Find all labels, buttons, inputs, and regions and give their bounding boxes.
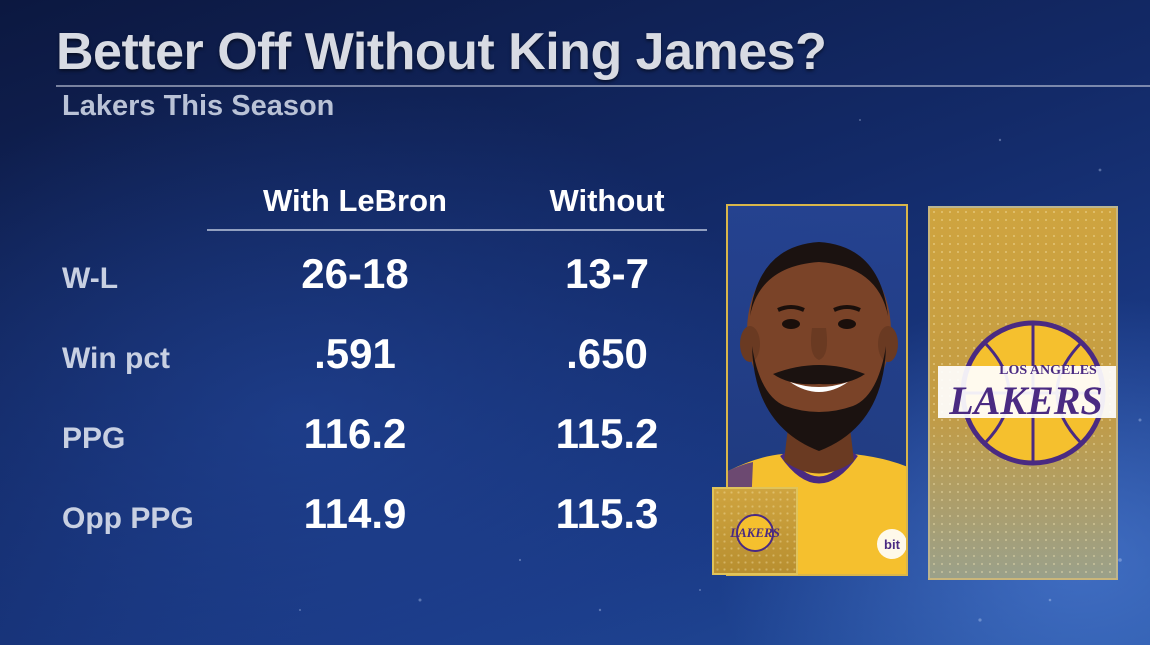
team-logo-panel: LOS ANGELES LAKERS <box>928 206 1118 580</box>
header-divider <box>207 229 707 231</box>
lakers-logo-icon: LOS ANGELES LAKERS <box>938 320 1116 466</box>
cell-win-pct-without: .650 <box>566 330 648 377</box>
cell-opp-ppg-without: 115.3 <box>555 490 659 537</box>
logo-main-text: LAKERS <box>948 378 1102 423</box>
row-label-win-pct: Win pct <box>62 342 171 375</box>
cell-wl-without: 13-7 <box>564 250 650 297</box>
cell-ppg-with: 116.2 <box>303 410 407 457</box>
column-header-without: Without <box>549 183 665 218</box>
title-divider <box>56 85 1150 87</box>
mini-lakers-logo-icon: LAKERS <box>729 514 780 552</box>
player-headshot-icon: bit <box>728 242 906 574</box>
cell-ppg-without: 115.2 <box>555 410 659 457</box>
cell-win-pct-with: .591 <box>314 330 396 377</box>
row-label-wl: W-L <box>62 262 119 295</box>
cell-opp-ppg-with: 114.9 <box>303 490 407 537</box>
logo-top-text: LOS ANGELES <box>999 363 1097 378</box>
page-title: Better Off Without King James? <box>56 23 827 81</box>
jersey-patch-text: bit <box>884 537 901 552</box>
row-label-opp-ppg: Opp PPG <box>62 502 194 535</box>
row-label-ppg: PPG <box>62 422 126 455</box>
player-headshot-panel: bit <box>726 204 908 576</box>
page-subtitle: Lakers This Season <box>62 90 335 122</box>
cell-wl-with: 26-18 <box>301 250 409 297</box>
column-header-with-lebron: With LeBron <box>263 183 447 218</box>
mini-logo-text: LAKERS <box>729 525 780 540</box>
mini-lakers-logo: LAKERS <box>712 487 798 575</box>
